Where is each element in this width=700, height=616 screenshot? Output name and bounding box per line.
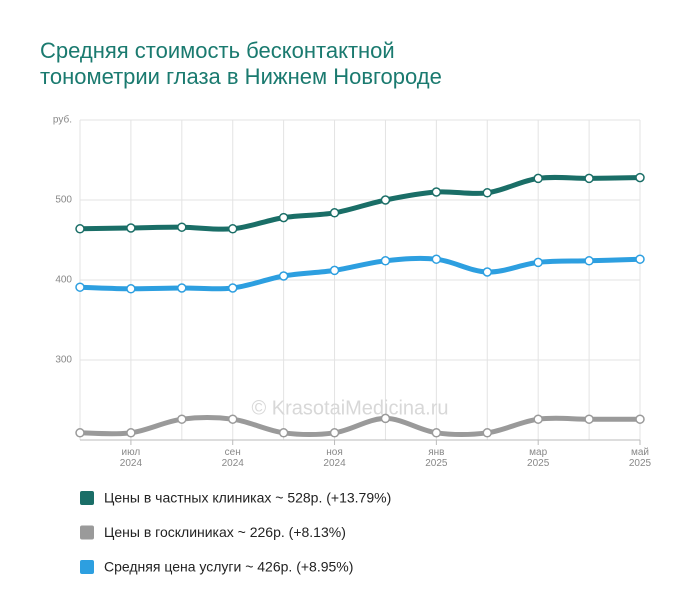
point <box>278 212 289 223</box>
legend-label: Цены в госклиниках ~ 226р. (+8.13%) <box>104 524 346 540</box>
point <box>227 283 238 293</box>
point <box>533 173 543 184</box>
point <box>329 428 340 438</box>
point <box>177 414 187 424</box>
point <box>380 413 391 424</box>
point <box>278 428 289 438</box>
series-line <box>77 255 643 292</box>
point <box>126 284 136 294</box>
point <box>126 428 136 438</box>
y-tick-label: 300 <box>55 355 72 366</box>
point <box>431 254 442 264</box>
series-line <box>77 174 643 232</box>
point <box>584 256 594 266</box>
x-tick-label: июл 2024 <box>119 447 143 469</box>
y-tick-label: 400 <box>55 275 72 286</box>
point <box>533 414 543 424</box>
watermark: © KrasotaiMedicina.ru <box>251 397 448 419</box>
x-tick-label: май 2025 <box>628 447 652 469</box>
point <box>482 428 493 438</box>
x-tick-label: мар 2025 <box>527 447 550 469</box>
legend-swatch <box>80 525 94 540</box>
point <box>431 428 442 438</box>
point <box>329 208 340 218</box>
point <box>227 414 238 424</box>
series-line <box>77 415 643 438</box>
y-tick-label: 500 <box>55 195 72 206</box>
point <box>380 256 391 266</box>
point <box>75 282 85 292</box>
point <box>482 267 493 277</box>
point <box>635 254 645 264</box>
point <box>278 271 289 281</box>
point <box>75 428 85 438</box>
chart-title: Средняя стоимость бесконтактной тонометр… <box>40 38 442 89</box>
x-tick-label: ноя 2024 <box>323 447 346 469</box>
point <box>177 283 187 293</box>
point <box>584 173 594 184</box>
legend-swatch <box>80 491 94 505</box>
point <box>635 172 645 183</box>
x-tick-label: янв 2025 <box>425 447 448 469</box>
x-tick-label: сен 2024 <box>221 447 244 469</box>
point <box>75 224 85 234</box>
point <box>431 187 442 197</box>
y-unit: руб. <box>53 114 72 126</box>
point <box>380 195 391 205</box>
point <box>177 222 187 232</box>
legend-label: Средняя цена услуги ~ 426р. (+8.95%) <box>104 559 353 575</box>
point <box>329 265 340 276</box>
point <box>584 414 594 424</box>
point <box>227 224 238 234</box>
point <box>482 188 493 198</box>
legend-label: Цены в частных клиниках ~ 528р. (+13.79%… <box>104 490 391 506</box>
point <box>126 223 136 233</box>
point <box>533 257 543 268</box>
point <box>635 414 645 424</box>
legend-swatch <box>80 560 94 574</box>
